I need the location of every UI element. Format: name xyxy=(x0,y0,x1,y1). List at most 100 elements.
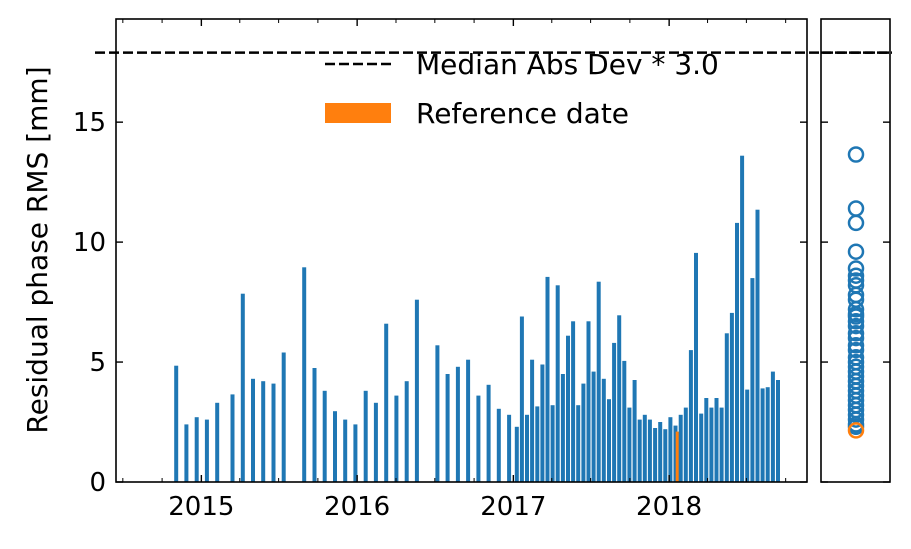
x-tick-label: 2017 xyxy=(480,492,546,522)
bar xyxy=(581,383,586,482)
bar xyxy=(637,419,642,482)
bar xyxy=(750,278,755,482)
side-point xyxy=(847,243,865,260)
bar xyxy=(525,414,529,482)
bar xyxy=(735,222,739,482)
side-point xyxy=(847,214,865,232)
bar xyxy=(486,384,491,482)
y-tick-label: 15 xyxy=(73,108,106,138)
bar xyxy=(678,414,683,482)
side-point xyxy=(847,308,865,325)
bar xyxy=(714,398,719,482)
bar xyxy=(571,321,576,482)
y-axis-label: Residual phase RMS [mm] xyxy=(21,66,54,433)
bar xyxy=(560,374,565,482)
bar xyxy=(384,323,389,482)
side-point xyxy=(847,146,865,163)
y-tick-label: 10 xyxy=(73,228,106,258)
side-point xyxy=(847,313,865,330)
bar xyxy=(261,381,266,482)
bar xyxy=(540,364,545,482)
bar xyxy=(555,285,560,482)
side-point xyxy=(847,406,865,424)
bar xyxy=(658,422,663,482)
legend-reference-swatch xyxy=(325,103,391,123)
bar xyxy=(535,406,540,482)
bar xyxy=(530,359,535,482)
bar xyxy=(745,389,750,482)
bar xyxy=(343,419,348,482)
bar xyxy=(455,366,460,482)
main-plot: 0 5 10 15 2015 2016 2017 2018 Median Abs Dev * 3… xyxy=(73,18,892,522)
legend-threshold-label: Median Abs Dev * 3.0 xyxy=(416,48,719,81)
bar xyxy=(519,316,524,482)
bar xyxy=(576,405,581,482)
bar xyxy=(719,407,724,482)
bar xyxy=(776,380,780,482)
bar xyxy=(694,252,698,482)
side-point xyxy=(847,200,865,217)
bar xyxy=(709,407,714,482)
bar xyxy=(240,293,245,482)
bar xyxy=(281,352,286,482)
bar xyxy=(353,424,358,482)
side-point xyxy=(847,325,865,342)
bar xyxy=(627,407,632,482)
bar xyxy=(251,378,255,482)
bar xyxy=(394,395,399,482)
reference-bar xyxy=(675,431,680,482)
bar xyxy=(673,425,678,482)
side-plot xyxy=(820,18,892,483)
bar xyxy=(566,335,570,482)
bar xyxy=(688,350,693,482)
bar xyxy=(770,371,775,482)
bar xyxy=(302,267,307,482)
bar xyxy=(414,299,419,482)
bar xyxy=(174,365,179,482)
bar xyxy=(194,417,199,482)
bar xyxy=(755,209,760,482)
side-point xyxy=(847,411,865,428)
y-tick-label: 5 xyxy=(89,348,106,378)
side-frame xyxy=(820,18,891,483)
bar xyxy=(312,368,317,482)
bar xyxy=(622,360,627,482)
bar xyxy=(632,380,637,482)
bar xyxy=(373,402,378,482)
bar xyxy=(404,381,409,482)
bar xyxy=(617,315,622,482)
bar xyxy=(545,276,550,482)
bar xyxy=(204,419,209,482)
bar xyxy=(699,413,704,482)
bar xyxy=(476,395,481,482)
bar xyxy=(230,394,235,482)
bar xyxy=(653,428,658,482)
x-tick-label: 2016 xyxy=(324,492,390,522)
bar xyxy=(596,281,601,482)
bar xyxy=(435,345,440,482)
bar xyxy=(496,408,501,482)
legend-reference-label: Reference date xyxy=(416,97,629,130)
bar xyxy=(507,414,512,482)
bar xyxy=(724,333,729,482)
side-point xyxy=(847,329,865,347)
y-tick-label: 0 xyxy=(89,468,106,498)
bar xyxy=(466,359,471,482)
bar xyxy=(333,411,337,482)
bar xyxy=(271,383,276,482)
x-tick-label: 2018 xyxy=(636,492,702,522)
bar xyxy=(729,312,734,482)
side-point xyxy=(847,301,865,318)
bar xyxy=(607,399,611,482)
bar xyxy=(760,388,765,482)
bar xyxy=(668,417,673,482)
bar xyxy=(445,374,450,482)
bar xyxy=(184,424,189,482)
bar xyxy=(647,419,652,482)
side-point xyxy=(847,267,865,284)
side-point xyxy=(847,341,865,359)
bar xyxy=(740,155,745,482)
bar xyxy=(642,414,647,482)
bar xyxy=(663,429,668,482)
